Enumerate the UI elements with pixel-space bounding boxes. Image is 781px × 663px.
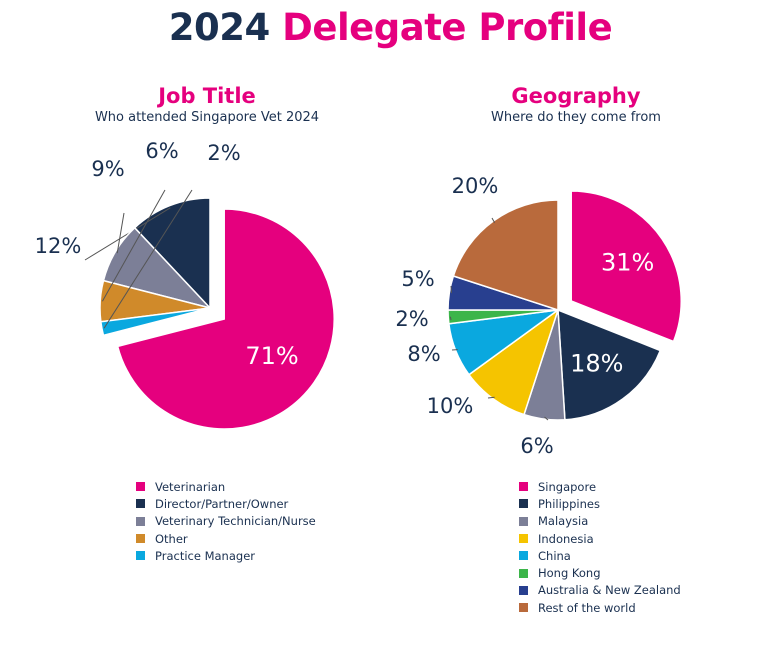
- leader-line-malaysia: [544, 416, 549, 421]
- legend-item-veterinarian: Veterinarian: [136, 478, 316, 495]
- job-title-chart-header: Job Title Who attended Singapore Vet 202…: [27, 84, 387, 126]
- leader-line-rest-of-the-world: [491, 217, 496, 224]
- job-title-legend: Veterinarian Director/Partner/Owner Veteri…: [136, 478, 316, 564]
- title-year: 2024: [168, 6, 270, 49]
- leader-line-veterinary-technician-nurse: [116, 212, 125, 254]
- data-label-hong-kong: 2%: [395, 307, 428, 331]
- legend-item-china: China: [519, 547, 681, 564]
- data-label-veterinary-technician-nurse: 9%: [91, 157, 124, 181]
- data-label-other: 6%: [145, 139, 178, 163]
- job-title-chart-subtitle: Who attended Singapore Vet 2024: [94, 110, 320, 125]
- legend-item-other: Other: [136, 530, 316, 547]
- leader-line-practice-manager: [103, 189, 193, 329]
- page-title: 2024 Delegate Profile: [0, 6, 781, 49]
- title-main: Delegate Profile: [282, 6, 613, 49]
- legend-item-australia-new-zealand: Australia & New Zealand: [519, 582, 681, 599]
- legend-label: Veterinarian: [155, 479, 226, 494]
- leader-line-indonesia: [487, 396, 495, 399]
- slice-director-partner-owner: [133, 197, 211, 310]
- legend-label: Australia & New Zealand: [538, 583, 681, 598]
- data-label-philippines: 18%: [570, 349, 623, 377]
- legend-label: China: [538, 548, 571, 563]
- data-label-malaysia: 6%: [520, 434, 553, 458]
- legend-item-malaysia: Malaysia: [519, 513, 681, 530]
- geography-chart-subtitle: Where do they come from: [491, 110, 661, 125]
- data-label-rest-of-the-world: 20%: [452, 174, 499, 198]
- legend-swatch: [519, 482, 528, 492]
- legend-swatch: [136, 551, 145, 561]
- data-label-singapore: 31%: [601, 249, 654, 277]
- data-label-director-partner-owner: 12%: [35, 234, 82, 258]
- legend-swatch: [136, 482, 145, 492]
- leader-line-hong-kong: [449, 316, 452, 321]
- legend-label: Practice Manager: [155, 548, 255, 563]
- geography-legend: Singapore Philippines Malaysia Indonesia Chi…: [519, 478, 681, 616]
- slice-singapore: [570, 190, 682, 343]
- legend-item-practice-manager: Practice Manager: [136, 547, 316, 564]
- leader-line-australia-new-zealand: [450, 285, 453, 294]
- geography-chart-title: Geography: [511, 84, 641, 108]
- legend-swatch: [519, 585, 528, 595]
- geography-chart-header: Geography Where do they come from: [396, 84, 756, 126]
- slice-practice-manager: [100, 307, 211, 337]
- legend-item-veterinary-technician-nurse: Veterinary Technician/Nurse: [136, 513, 316, 530]
- geography-pie: 31% 18% 6% 10% 8% 2% 5% 20%: [395, 174, 682, 458]
- legend-label: Hong Kong: [538, 566, 601, 581]
- legend-label: Rest of the world: [538, 600, 636, 615]
- data-label-australia-new-zealand: 5%: [401, 267, 434, 291]
- legend-swatch: [136, 499, 145, 509]
- legend-item-singapore: Singapore: [519, 478, 681, 495]
- job-title-chart-title: Job Title: [158, 84, 256, 108]
- legend-label: Malaysia: [538, 514, 589, 529]
- slice-philippines: [557, 308, 662, 421]
- data-label-china: 8%: [407, 342, 440, 366]
- data-label-indonesia: 10%: [427, 394, 474, 418]
- legend-label: Singapore: [538, 479, 597, 494]
- legend-swatch: [519, 603, 528, 613]
- legend-swatch: [136, 516, 145, 526]
- data-label-practice-manager: 2%: [207, 141, 240, 165]
- legend-item-rest-of-the-world: Rest of the world: [519, 599, 681, 616]
- data-label-veterinarian: 71%: [245, 342, 298, 370]
- leader-line-other: [101, 189, 166, 302]
- job-title-pie: 71% 12% 9% 6% 2%: [35, 139, 335, 430]
- leader-line-director-partner-owner: [84, 207, 171, 261]
- legend-swatch: [519, 534, 528, 544]
- legend-item-hong-kong: Hong Kong: [519, 564, 681, 581]
- legend-item-director-partner-owner: Director/Partner/Owner: [136, 495, 316, 512]
- legend-label: Indonesia: [538, 531, 594, 546]
- legend-swatch: [519, 499, 528, 509]
- legend-label: Other: [155, 531, 188, 546]
- legend-item-philippines: Philippines: [519, 495, 681, 512]
- legend-swatch: [519, 568, 528, 578]
- legend-swatch: [519, 516, 528, 526]
- legend-swatch: [136, 534, 145, 544]
- legend-label: Philippines: [538, 496, 600, 511]
- slice-veterinarian: [116, 208, 335, 430]
- legend-swatch: [519, 551, 528, 561]
- legend-label: Director/Partner/Owner: [155, 496, 289, 511]
- legend-label: Veterinary Technician/Nurse: [155, 514, 316, 529]
- legend-item-indonesia: Indonesia: [519, 530, 681, 547]
